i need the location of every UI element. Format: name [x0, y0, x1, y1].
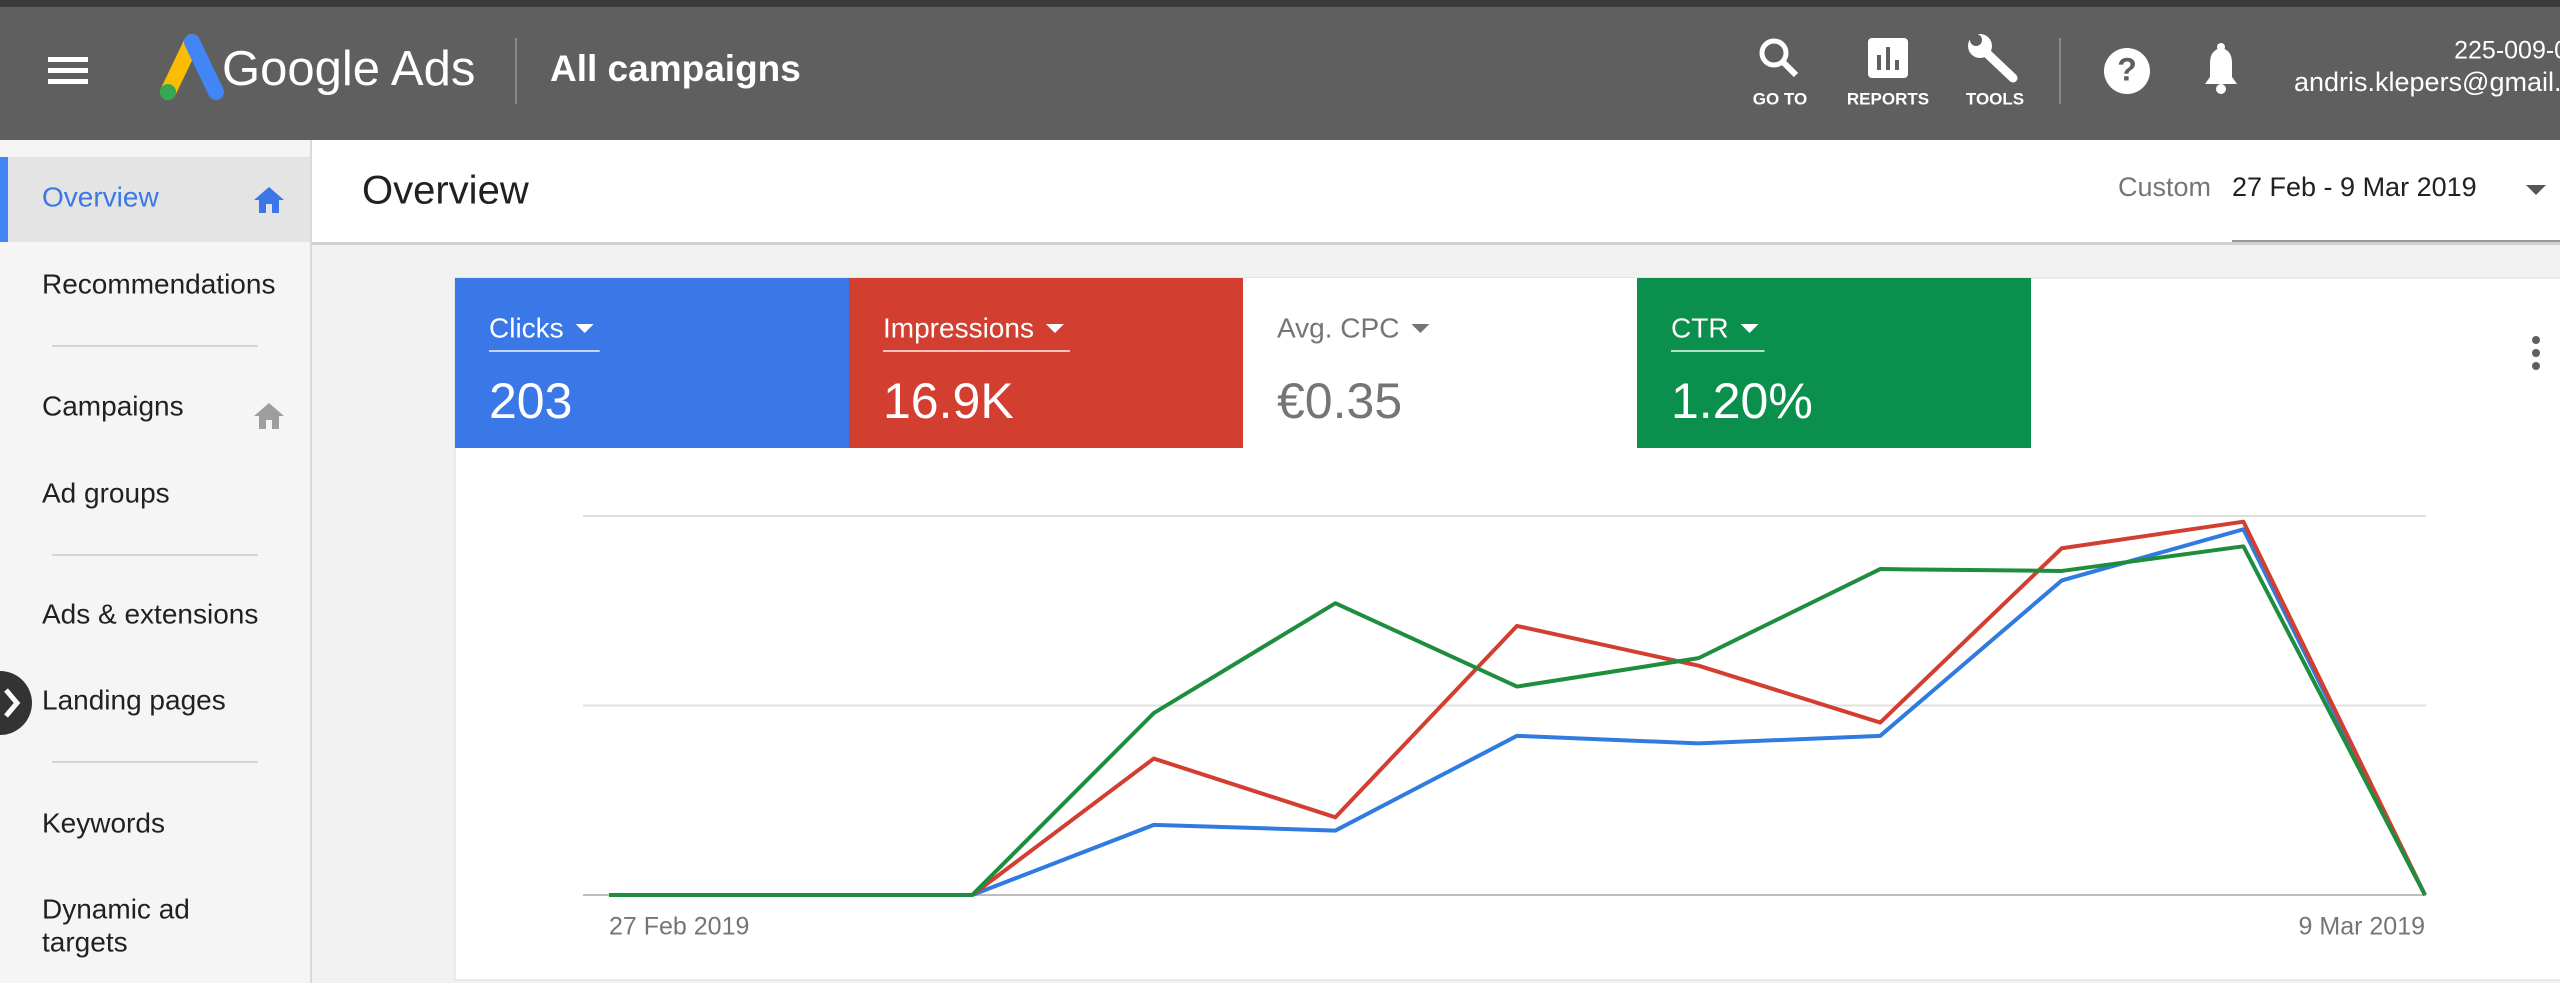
expand-button[interactable] [0, 671, 32, 735]
tool-label: REPORTS [1847, 89, 1929, 108]
sidebar-border [310, 140, 312, 983]
scorecard-underline [883, 350, 1070, 352]
dropdown-arrow [1411, 324, 1430, 333]
scorecard-value: 16.9K [883, 373, 1014, 429]
svg-text:?: ? [2117, 51, 2137, 87]
sidebar-menu: Overview Recommendations Campaigns Ad group… [42, 181, 275, 957]
home-icon [254, 403, 284, 429]
help-button[interactable]: ? [2104, 48, 2150, 94]
scorecards: Clicks 203 Impressions 16.9K Avg. CPC €0.35 CT… [455, 278, 2031, 448]
divider [52, 345, 258, 347]
dropdown-arrow [1740, 324, 1759, 333]
sidebar-item[interactable]: Keywords [42, 807, 165, 838]
scorecard-underline [1671, 350, 1765, 352]
tools-button[interactable]: TOOLS [1966, 34, 2024, 108]
dropdown-arrow [575, 324, 594, 333]
range-label: Custom [2118, 172, 2211, 202]
scorecard-label: Avg. CPC [1277, 312, 1399, 343]
sidebar-item[interactable]: Dynamic ad [42, 893, 190, 924]
divider [2059, 38, 2061, 104]
scorecard-bg [1243, 278, 1637, 448]
product-name: Google Ads [222, 42, 475, 96]
date-range[interactable]: 27 Feb - 9 Mar 2019 [2232, 172, 2477, 202]
scorecard-value: 1.20% [1671, 373, 1813, 429]
scorecard-label: Clicks [489, 312, 564, 343]
x-tick-label: 9 Mar 2019 [2299, 913, 2425, 941]
tool-label: GO TO [1753, 89, 1807, 108]
x-tick-label: 27 Feb 2019 [609, 913, 749, 941]
reports-button[interactable]: REPORTS [1847, 38, 1929, 108]
sidebar-item[interactable]: Ad groups [42, 477, 170, 508]
menu-button[interactable] [48, 57, 88, 84]
scorecard[interactable]: CTR 1.20% [1637, 278, 2031, 448]
sidebar [0, 140, 310, 983]
scorecard[interactable]: Impressions 16.9K [849, 278, 1243, 448]
sidebar-item[interactable]: Landing pages [42, 684, 226, 715]
divider [52, 554, 258, 556]
date-underline [2232, 240, 2560, 242]
series-line [609, 544, 2427, 897]
scorecard-value: 203 [489, 373, 572, 429]
sidebar-item[interactable]: Overview [42, 181, 159, 212]
home-icon [254, 187, 284, 213]
selected-indicator [0, 157, 8, 242]
tool-label: TOOLS [1966, 89, 2024, 108]
goto-button[interactable]: GO TO [1753, 38, 1807, 108]
scorecard-label: CTR [1671, 312, 1729, 343]
scorecard-label: Impressions [883, 312, 1034, 343]
header-title: All campaigns [550, 48, 801, 89]
sidebar-item[interactable]: Recommendations [42, 268, 275, 299]
more-menu[interactable] [2532, 336, 2540, 370]
scorecard-bg [849, 278, 1243, 448]
divider [515, 38, 517, 104]
divider [52, 761, 258, 763]
scorecard-bg [1637, 278, 2031, 448]
scorecard-bg [455, 278, 849, 448]
sidebar-item[interactable]: targets [42, 926, 128, 957]
dropdown-arrow [1045, 324, 1064, 333]
page-header [312, 140, 2560, 242]
account-email[interactable]: andris.klepers@gmail.c [2294, 67, 2560, 97]
page-header-shadow [312, 242, 2560, 245]
sidebar-item[interactable]: Ads & extensions [42, 598, 258, 629]
logo [160, 34, 224, 100]
scorecard[interactable]: Clicks 203 [455, 278, 849, 448]
dropdown-arrow [2526, 185, 2546, 195]
scorecard-underline [489, 350, 600, 352]
scorecard[interactable]: Avg. CPC €0.35 [1243, 278, 1637, 448]
sidebar-item[interactable]: Campaigns [42, 390, 184, 421]
account-id: 225-009-02 [2454, 37, 2560, 65]
scorecard-value: €0.35 [1277, 373, 1402, 429]
top-strip [0, 0, 2560, 7]
notifications-button[interactable] [2205, 43, 2237, 94]
chart: 27 Feb 2019 9 Mar 2019 [583, 515, 2427, 941]
page-title: Overview [362, 169, 529, 213]
